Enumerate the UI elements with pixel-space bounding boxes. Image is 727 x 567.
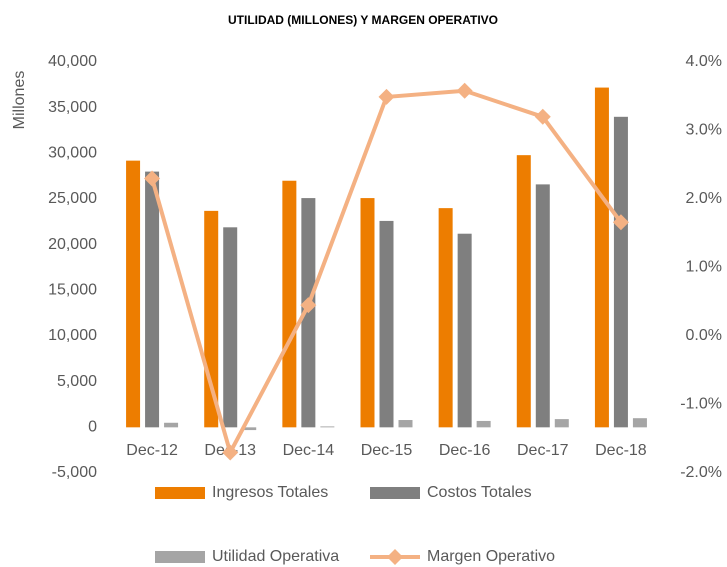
y2-tick-label: -1.0% — [680, 396, 722, 413]
x-tick-label: Dec-17 — [517, 442, 569, 459]
y-tick-label: 5,000 — [57, 373, 97, 390]
y-tick-label: 30,000 — [48, 145, 97, 162]
bar — [516, 155, 531, 428]
legend-label: Costos Totales — [427, 484, 532, 501]
y-tick-label: 10,000 — [48, 327, 97, 344]
bar — [145, 171, 160, 428]
y-tick-label: 25,000 — [48, 190, 97, 207]
y-tick-label: 20,000 — [48, 236, 97, 253]
bar — [223, 227, 238, 428]
line-marker — [300, 297, 317, 314]
y2-tick-label: -2.0% — [680, 464, 722, 481]
y2-tick-label: 2.0% — [686, 190, 722, 207]
y-tick-label: 0 — [88, 419, 97, 436]
line-marker — [456, 82, 473, 99]
bar — [476, 420, 491, 428]
bar — [164, 422, 179, 428]
bar — [398, 420, 413, 428]
y2-tick-label: 0.0% — [686, 327, 722, 344]
bar — [360, 198, 375, 428]
line-marker — [534, 108, 551, 125]
x-tick-label: Dec-14 — [283, 442, 335, 459]
chart-title: UTILIDAD (MILLONES) Y MARGEN OPERATIVO — [228, 13, 498, 27]
bar — [438, 208, 453, 428]
y-tick-label: 15,000 — [48, 282, 97, 299]
bar — [613, 116, 628, 428]
bar — [632, 418, 647, 428]
y-axis-label: Millones — [11, 71, 28, 130]
bar — [126, 160, 141, 428]
legend-swatch — [155, 487, 205, 499]
line-marker — [612, 214, 629, 231]
bar — [379, 220, 394, 428]
bar — [554, 419, 569, 428]
bar — [457, 233, 472, 428]
line-marker — [378, 88, 395, 105]
legend-swatch — [370, 487, 420, 499]
line-marker — [144, 170, 161, 187]
y2-tick-label: 4.0% — [686, 53, 722, 70]
legend-label: Ingresos Totales — [212, 484, 328, 501]
y-tick-label: 35,000 — [48, 99, 97, 116]
line-marker — [222, 444, 239, 461]
bar — [320, 426, 335, 428]
bar — [242, 427, 257, 431]
x-tick-label: Dec-15 — [361, 442, 413, 459]
x-tick-label: Dec-16 — [439, 442, 491, 459]
y2-tick-label: 1.0% — [686, 259, 722, 276]
legend-marker — [387, 549, 403, 565]
legend-label: Utilidad Operativa — [212, 548, 339, 565]
y2-tick-label: 3.0% — [686, 122, 722, 139]
bar — [282, 180, 297, 428]
y-tick-label: -5,000 — [52, 464, 97, 481]
bar — [594, 87, 609, 428]
y-tick-label: 40,000 — [48, 53, 97, 70]
legend-label: Margen Operativo — [427, 548, 555, 565]
bar — [535, 184, 550, 428]
bar — [204, 210, 219, 428]
legend-swatch — [155, 551, 205, 563]
x-tick-label: Dec-12 — [126, 442, 178, 459]
x-tick-label: Dec-18 — [595, 442, 647, 459]
